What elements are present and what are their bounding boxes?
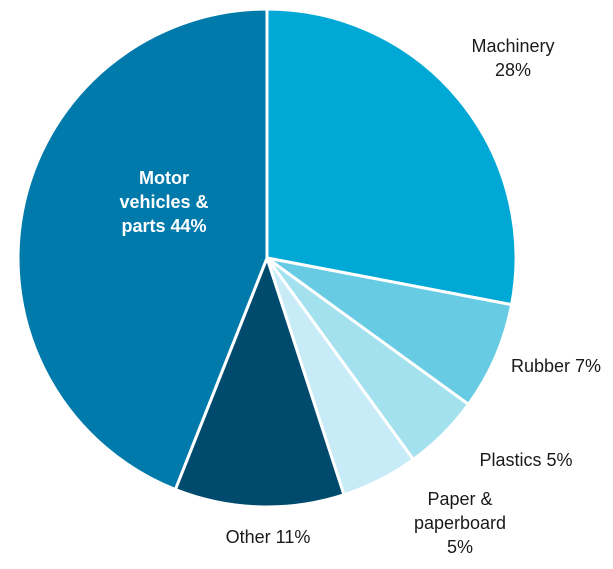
pie-label-line: Plastics 5% [479, 450, 572, 470]
pie-label-motor-vehicles-and-parts: Motor vehicles & parts 44% [119, 168, 208, 236]
pie-slice-motor-vehicles-and-parts [16, 7, 269, 492]
pie-label-plastics: Plastics 5% [479, 450, 572, 470]
pie-label-line: Motor [139, 168, 189, 188]
pie-slice-machinery [265, 7, 518, 307]
pie-label-line: vehicles & [119, 192, 208, 212]
pie-label-line: 28% [495, 60, 531, 80]
pie-label-line: 5% [447, 537, 473, 557]
pie-label-line: parts 44% [121, 216, 206, 236]
pie-label-paper-and-paperboard: Paper & paperboard 5% [414, 489, 506, 557]
pie-label-machinery: Machinery 28% [471, 36, 554, 80]
pie-label-other: Other 11% [226, 527, 311, 547]
pie-label-line: Rubber 7% [511, 356, 601, 376]
pie-slice-other [173, 256, 346, 509]
pie-label-rubber: Rubber 7% [511, 356, 601, 376]
pie-label-line: Paper & [427, 489, 492, 509]
pie-label-line: Other 11% [226, 527, 311, 547]
pie-slices [16, 7, 518, 509]
pie-labels: Machinery 28% Rubber 7% Plastics 5% Paper & p… [119, 36, 601, 557]
pie-label-line: paperboard [414, 513, 506, 533]
pie-slice-rubber [265, 256, 514, 406]
pie-label-line: Machinery [471, 36, 554, 56]
